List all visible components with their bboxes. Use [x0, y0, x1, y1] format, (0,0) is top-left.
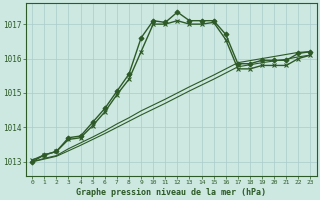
X-axis label: Graphe pression niveau de la mer (hPa): Graphe pression niveau de la mer (hPa) [76, 188, 266, 197]
